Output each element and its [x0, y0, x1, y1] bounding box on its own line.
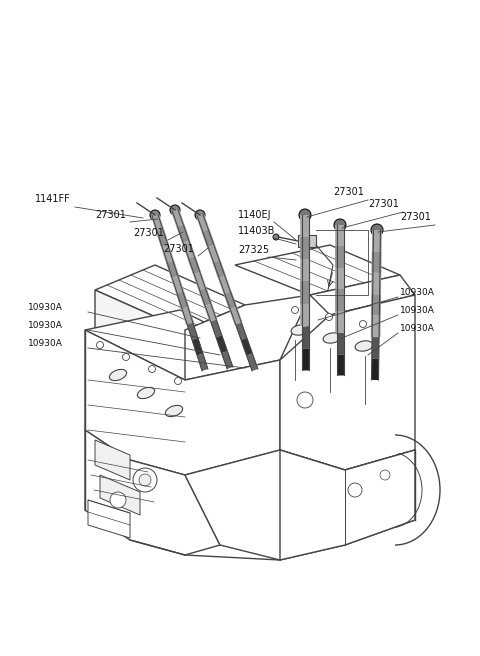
Circle shape: [334, 219, 346, 231]
Polygon shape: [100, 475, 140, 515]
Ellipse shape: [323, 333, 341, 343]
Ellipse shape: [355, 341, 373, 351]
Circle shape: [348, 483, 362, 497]
Circle shape: [297, 392, 313, 408]
Text: 27301: 27301: [368, 199, 399, 209]
Text: 27301: 27301: [163, 244, 194, 254]
Circle shape: [170, 205, 180, 215]
Text: 1140EJ: 1140EJ: [238, 210, 272, 220]
Ellipse shape: [291, 325, 309, 335]
Text: 27325: 27325: [238, 245, 269, 255]
Text: 10930A: 10930A: [400, 288, 435, 297]
Circle shape: [291, 306, 299, 314]
Circle shape: [273, 234, 279, 240]
Circle shape: [133, 468, 157, 492]
Circle shape: [96, 342, 104, 348]
Polygon shape: [88, 500, 130, 538]
Text: 10930A: 10930A: [400, 306, 435, 315]
Text: 11403B: 11403B: [238, 226, 276, 236]
Polygon shape: [85, 310, 280, 380]
Text: 10930A: 10930A: [28, 321, 63, 330]
Circle shape: [122, 354, 130, 361]
Text: 27301: 27301: [95, 210, 126, 220]
Polygon shape: [95, 265, 245, 330]
Circle shape: [360, 321, 367, 327]
Polygon shape: [310, 275, 415, 315]
Circle shape: [195, 210, 205, 220]
Polygon shape: [185, 450, 415, 560]
Text: 27301: 27301: [400, 212, 431, 222]
Polygon shape: [185, 295, 310, 380]
Ellipse shape: [166, 405, 182, 417]
Circle shape: [371, 224, 383, 236]
Ellipse shape: [109, 369, 127, 380]
Circle shape: [380, 470, 390, 480]
Circle shape: [139, 474, 151, 486]
Polygon shape: [95, 290, 185, 380]
FancyBboxPatch shape: [298, 235, 316, 247]
Circle shape: [148, 365, 156, 373]
Ellipse shape: [137, 388, 155, 399]
Polygon shape: [235, 245, 400, 295]
Circle shape: [325, 314, 333, 321]
Text: 10930A: 10930A: [28, 339, 63, 348]
Polygon shape: [95, 440, 130, 480]
Polygon shape: [280, 295, 415, 470]
Text: 1141FF: 1141FF: [35, 194, 71, 204]
Polygon shape: [85, 430, 220, 555]
Text: 10930A: 10930A: [400, 324, 435, 333]
Circle shape: [175, 377, 181, 384]
Circle shape: [110, 492, 126, 508]
Text: 10930A: 10930A: [28, 303, 63, 312]
Polygon shape: [85, 330, 280, 475]
Polygon shape: [280, 450, 415, 560]
Circle shape: [299, 209, 311, 221]
Text: 27301: 27301: [133, 228, 164, 238]
Circle shape: [150, 210, 160, 220]
Text: 27301: 27301: [333, 187, 364, 197]
